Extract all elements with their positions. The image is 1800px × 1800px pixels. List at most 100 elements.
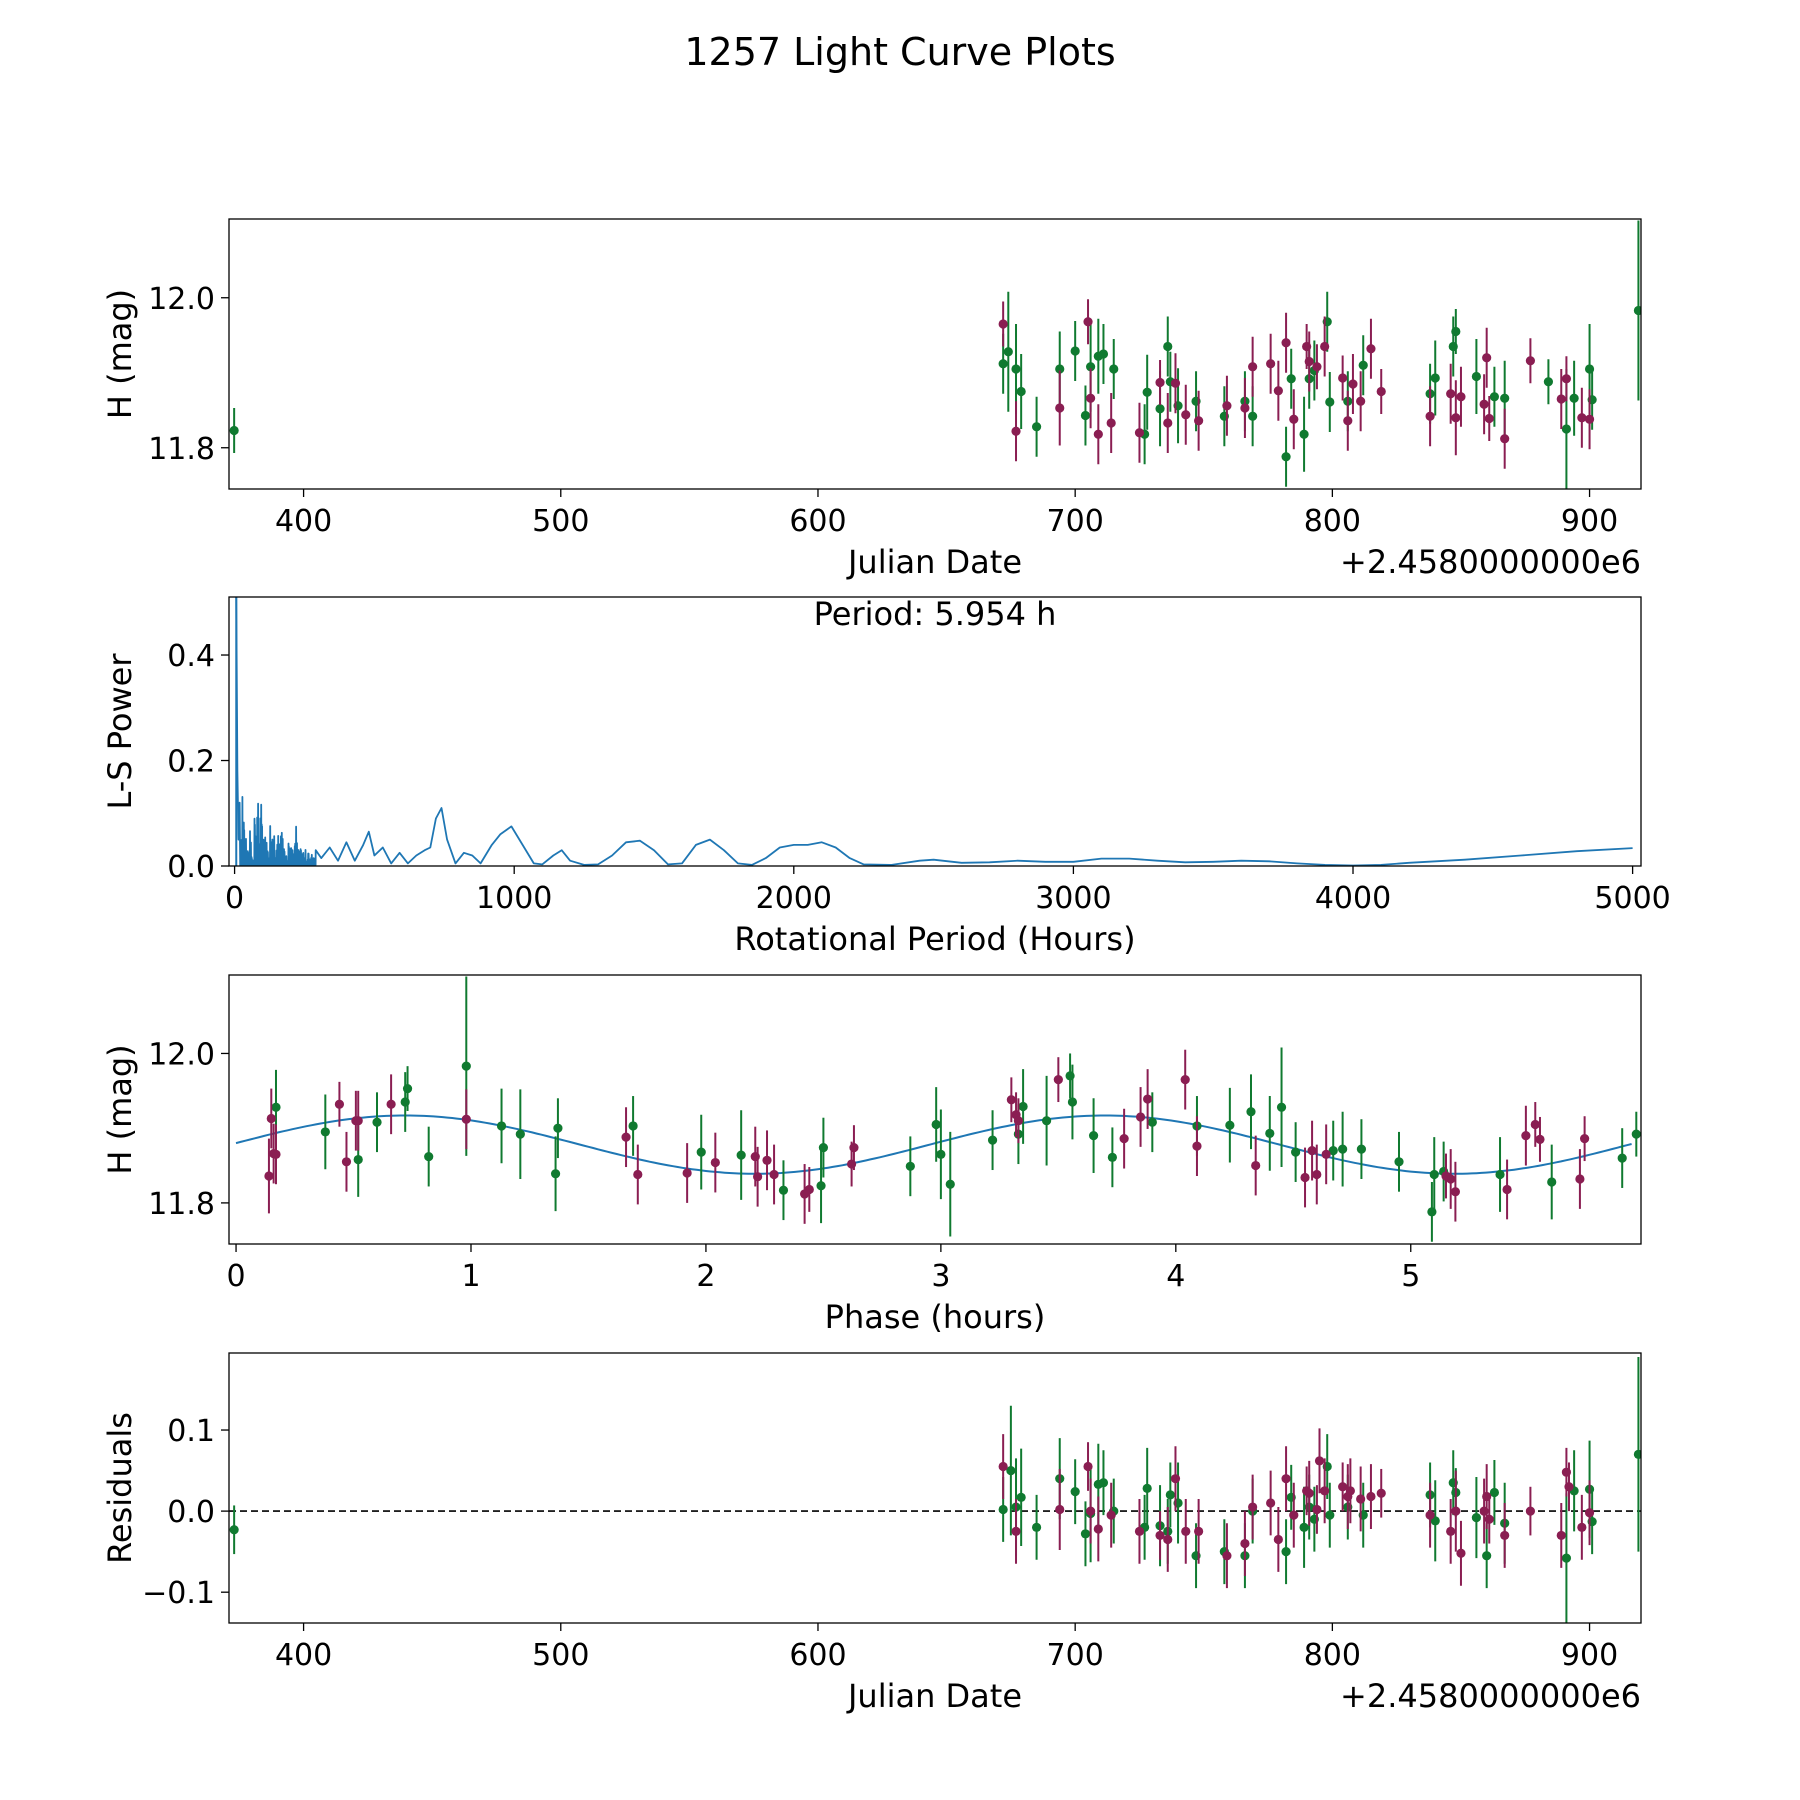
data-point <box>1376 386 1386 397</box>
data-point <box>1525 1506 1536 1516</box>
data-point <box>1098 1478 1109 1488</box>
data-point <box>1446 1526 1456 1536</box>
data-point <box>1561 424 1572 434</box>
data-point <box>1055 364 1065 374</box>
data-point <box>1018 1101 1028 1112</box>
data-point <box>1142 387 1152 397</box>
data-point <box>1192 1141 1202 1151</box>
data-point <box>1356 1494 1366 1504</box>
y-tick-label: 12.0 <box>148 282 215 317</box>
data-point <box>1155 404 1165 414</box>
x-tick-label: 900 <box>1561 504 1618 539</box>
data-point <box>1366 1491 1376 1502</box>
data-point <box>769 1169 779 1180</box>
data-point <box>1300 1172 1310 1183</box>
data-point <box>1356 396 1366 406</box>
x-tick-label: 3000 <box>1035 881 1111 916</box>
data-points <box>229 1357 1641 1623</box>
x-tick-label: 0 <box>227 1259 246 1294</box>
data-point <box>1031 422 1042 432</box>
data-point <box>1338 1144 1348 1154</box>
data-point <box>1502 1184 1512 1195</box>
data-point <box>1320 1486 1330 1496</box>
data-point <box>1031 1522 1042 1532</box>
data-point <box>341 1157 352 1167</box>
data-point <box>1450 1187 1460 1197</box>
y-tick-label: 0.0 <box>167 1495 215 1530</box>
x-tick-label: 400 <box>275 1638 332 1673</box>
x-axis-label: Julian Date <box>846 1677 1022 1715</box>
data-point <box>461 1061 471 1071</box>
data-point <box>1325 397 1335 407</box>
y-tick-label: −0.1 <box>142 1576 215 1611</box>
data-point <box>1304 1488 1314 1498</box>
data-point <box>1070 346 1080 356</box>
data-point <box>1325 1510 1335 1520</box>
data-point <box>1163 341 1173 352</box>
x-tick-label: 700 <box>1047 504 1104 539</box>
data-point <box>1080 1529 1091 1539</box>
data-point <box>1577 1522 1587 1532</box>
data-point <box>1181 410 1191 420</box>
data-point <box>1016 1492 1026 1502</box>
x-tick-label: 800 <box>1304 1638 1361 1673</box>
x-tick-label: 600 <box>789 504 846 539</box>
y-tick-label: 0.4 <box>167 639 215 674</box>
data-point <box>1286 374 1296 384</box>
data-point <box>1107 1152 1117 1162</box>
data-point <box>1155 1530 1165 1541</box>
data-point <box>1633 1449 1641 1459</box>
data-point <box>553 1123 563 1133</box>
data-point <box>1080 410 1091 421</box>
data-point <box>1471 371 1481 382</box>
data-point <box>320 1127 330 1137</box>
data-point <box>266 1113 276 1124</box>
data-point <box>1163 1534 1173 1545</box>
data-point <box>1265 1128 1275 1139</box>
data-point <box>1181 1526 1191 1536</box>
data-point <box>1006 1465 1016 1476</box>
data-point <box>816 1181 826 1191</box>
data-point <box>849 1143 859 1153</box>
data-point <box>1281 338 1291 348</box>
data-point <box>1535 1134 1545 1144</box>
data-point <box>372 1117 382 1127</box>
data-point <box>633 1169 643 1180</box>
data-point <box>1484 1514 1494 1524</box>
data-point <box>1356 1144 1367 1154</box>
data-point <box>1266 1498 1276 1508</box>
periodogram-curve <box>235 597 1633 866</box>
data-point <box>736 1150 746 1160</box>
x-tick-label: 500 <box>532 1638 589 1673</box>
data-point <box>1320 341 1330 352</box>
data-point <box>1143 1094 1153 1104</box>
data-point <box>804 1184 814 1195</box>
x-offset-label: +2.4580000000e6 <box>1340 1677 1641 1715</box>
data-point <box>1170 1474 1181 1484</box>
data-point <box>1086 362 1096 372</box>
data-point <box>762 1155 772 1165</box>
data-point <box>1366 344 1376 354</box>
data-point <box>753 1172 763 1182</box>
y-axis-label: L-S Power <box>101 653 139 810</box>
data-point <box>402 1083 413 1094</box>
data-point <box>550 1169 561 1179</box>
data-point <box>936 1149 946 1159</box>
data-point <box>353 1154 363 1165</box>
data-point <box>1328 1145 1338 1156</box>
data-point <box>229 425 239 436</box>
period-annotation: Period: 5.954 h <box>814 595 1057 633</box>
residuals-panel: 400 500 600 700 800 900 −0.1 0.0 0.1 Julian Date R… <box>101 1352 1642 1715</box>
data-point <box>1248 362 1258 372</box>
data-point <box>1273 386 1283 396</box>
data-point <box>998 1461 1008 1472</box>
data-point <box>353 1116 363 1126</box>
data-point <box>1106 418 1116 428</box>
x-axis-label: Julian Date <box>846 543 1022 581</box>
data-point <box>1222 401 1232 411</box>
data-point <box>1430 373 1440 383</box>
data-point <box>1451 413 1461 423</box>
data-points <box>264 976 1641 1242</box>
plot-frame <box>228 218 1642 490</box>
data-point <box>1471 1512 1481 1523</box>
